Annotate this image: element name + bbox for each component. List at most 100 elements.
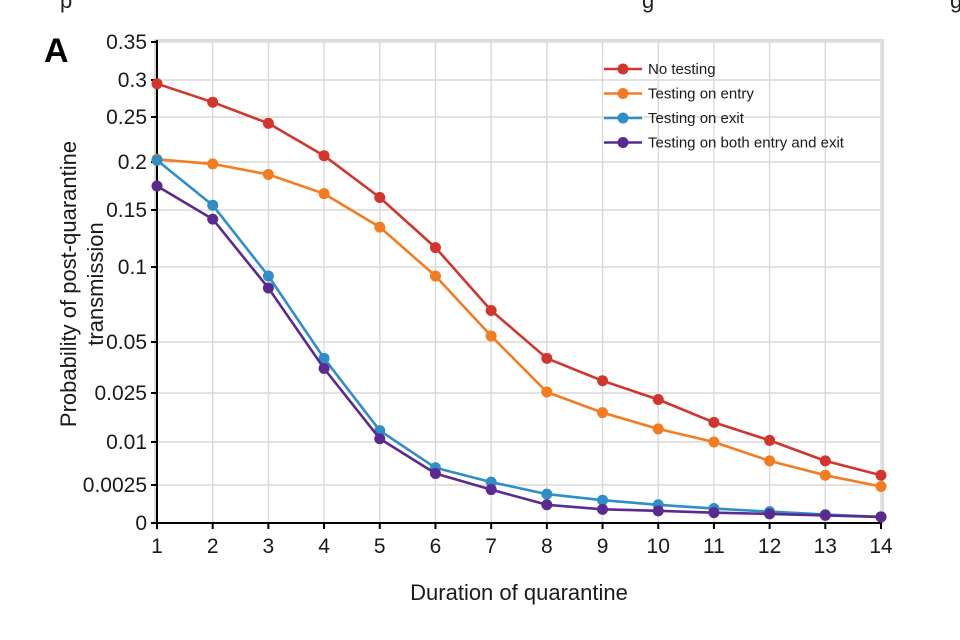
cropped-caption-far-right: g (950, 0, 960, 13)
legend: No testing Testing on entry Testing on exi… (604, 61, 845, 152)
data-point-testing-on-both-entry-and-exit-7 (485, 484, 497, 496)
legend-label-testing-on-both-entry-and-exit: Testing on both entry and exit (648, 135, 845, 152)
data-point-no-testing-10 (652, 394, 664, 406)
data-point-no-testing-8 (541, 352, 553, 364)
legend-swatch-marker (617, 63, 629, 75)
data-point-testing-on-both-entry-and-exit-6 (429, 468, 441, 480)
x-axis-title: Duration of quarantine (410, 580, 628, 605)
cropped-caption-fragment: p g g (60, 0, 960, 14)
x-tick-label-1: 1 (151, 535, 163, 558)
data-point-testing-on-exit-1 (151, 154, 163, 166)
y-tick-label-0.1: 0.1 (118, 256, 147, 279)
x-tick-label-11: 11 (703, 535, 725, 558)
data-point-testing-on-both-entry-and-exit-13 (819, 509, 831, 521)
data-point-testing-on-entry-14 (875, 481, 887, 493)
data-point-no-testing-12 (764, 434, 776, 446)
data-point-no-testing-6 (429, 242, 441, 254)
y-tick-label-0.05: 0.05 (106, 331, 147, 354)
y-tick-labels: 0 0.0025 0.01 0.025 0.05 0.1 0.15 0.2 0.25 0.3 0.3… (83, 31, 147, 535)
data-point-no-testing-7 (485, 305, 497, 316)
data-point-testing-on-exit-9 (597, 494, 609, 506)
legend-item-testing-on-entry: Testing on entry (604, 86, 754, 103)
series-layer (151, 78, 887, 523)
legend-label-no-testing: No testing (648, 61, 716, 78)
series-testing-on-entry (151, 153, 887, 493)
data-point-testing-on-entry-8 (541, 386, 553, 398)
x-tick-label-12: 12 (758, 535, 781, 558)
data-point-testing-on-entry-5 (374, 221, 386, 233)
series-no-testing (151, 78, 887, 481)
data-point-testing-on-both-entry-and-exit-11 (708, 507, 720, 519)
data-point-testing-on-both-entry-and-exit-14 (875, 511, 887, 523)
y-axis-title-line-2: transmission (83, 222, 108, 345)
legend-item-testing-on-both-entry-and-exit: Testing on both entry and exit (604, 135, 845, 152)
y-tick-label-0.25: 0.25 (106, 106, 147, 129)
data-point-testing-on-entry-9 (597, 407, 609, 419)
data-point-testing-on-both-entry-and-exit-1 (151, 180, 163, 192)
data-point-no-testing-1 (151, 78, 163, 90)
data-point-testing-on-both-entry-and-exit-10 (652, 505, 664, 517)
data-point-testing-on-entry-11 (708, 436, 720, 448)
data-point-testing-on-entry-12 (764, 455, 776, 467)
data-point-testing-on-both-entry-and-exit-3 (262, 282, 274, 294)
y-tick-label-0.35: 0.35 (106, 31, 147, 54)
data-point-no-testing-3 (262, 117, 274, 129)
grid-y (157, 41, 881, 524)
y-tick-label-0.2: 0.2 (118, 151, 147, 174)
data-point-no-testing-2 (207, 96, 219, 108)
legend-label-testing-on-exit: Testing on exit (648, 110, 745, 127)
y-tick-label-0: 0 (135, 512, 147, 535)
data-point-testing-on-entry-4 (318, 188, 330, 200)
data-point-testing-on-both-entry-and-exit-8 (541, 499, 553, 511)
data-point-testing-on-both-entry-and-exit-9 (597, 503, 609, 515)
data-point-testing-on-exit-8 (541, 488, 553, 500)
data-point-testing-on-both-entry-and-exit-4 (318, 363, 330, 375)
data-point-testing-on-entry-2 (207, 158, 219, 170)
series-testing-on-both-entry-and-exit (151, 180, 887, 523)
cropped-caption-right: g (642, 0, 655, 13)
data-point-no-testing-11 (708, 416, 720, 428)
data-point-testing-on-both-entry-and-exit-12 (764, 508, 776, 520)
x-tick-label-6: 6 (430, 535, 442, 558)
data-point-testing-on-exit-2 (207, 199, 219, 211)
data-point-no-testing-5 (374, 192, 386, 204)
y-tick-label-0.3: 0.3 (118, 69, 147, 92)
data-point-testing-on-entry-7 (485, 330, 497, 342)
x-tick-labels: 1 2 3 4 5 6 7 8 9 10 11 12 13 14 (151, 535, 893, 558)
y-axis-title-line-1: Probability of post-quarantine (56, 141, 81, 427)
x-tick-label-8: 8 (541, 535, 553, 558)
data-point-testing-on-both-entry-and-exit-5 (374, 433, 386, 445)
data-point-testing-on-entry-13 (819, 469, 831, 481)
legend-swatch-marker (617, 88, 629, 99)
series-line-testing-on-exit (156, 159, 882, 519)
y-tick-label-0.01: 0.01 (106, 431, 147, 454)
data-point-no-testing-4 (318, 150, 330, 162)
legend-swatch-marker (617, 112, 629, 124)
data-point-no-testing-14 (875, 469, 887, 481)
series-line-no-testing (156, 82, 882, 477)
x-tick-label-13: 13 (814, 535, 837, 558)
data-point-testing-on-entry-10 (652, 423, 664, 435)
legend-swatch-marker (617, 137, 629, 148)
x-tick-label-10: 10 (647, 535, 670, 558)
x-tick-label-7: 7 (485, 535, 497, 558)
x-tick-label-4: 4 (318, 535, 330, 558)
series-line-testing-on-both-entry-and-exit (156, 184, 882, 519)
x-tick-label-9: 9 (597, 535, 609, 558)
data-point-testing-on-exit-4 (318, 352, 330, 364)
data-point-testing-on-both-entry-and-exit-2 (207, 213, 219, 225)
y-tick-label-0.0025: 0.0025 (83, 474, 147, 497)
y-tick-label-0.15: 0.15 (106, 199, 147, 222)
y-tick-label-0.025: 0.025 (94, 382, 147, 405)
legend-label-testing-on-entry: Testing on entry (648, 86, 754, 103)
axes (151, 40, 882, 529)
x-tick-label-14: 14 (869, 535, 893, 558)
data-point-testing-on-exit-3 (262, 270, 274, 282)
legend-item-testing-on-exit: Testing on exit (604, 110, 745, 127)
series-line-testing-on-entry (156, 158, 882, 488)
legend-item-no-testing: No testing (604, 61, 716, 78)
x-tick-label-2: 2 (207, 535, 219, 558)
data-point-no-testing-13 (819, 455, 831, 467)
data-point-testing-on-entry-3 (262, 168, 274, 180)
